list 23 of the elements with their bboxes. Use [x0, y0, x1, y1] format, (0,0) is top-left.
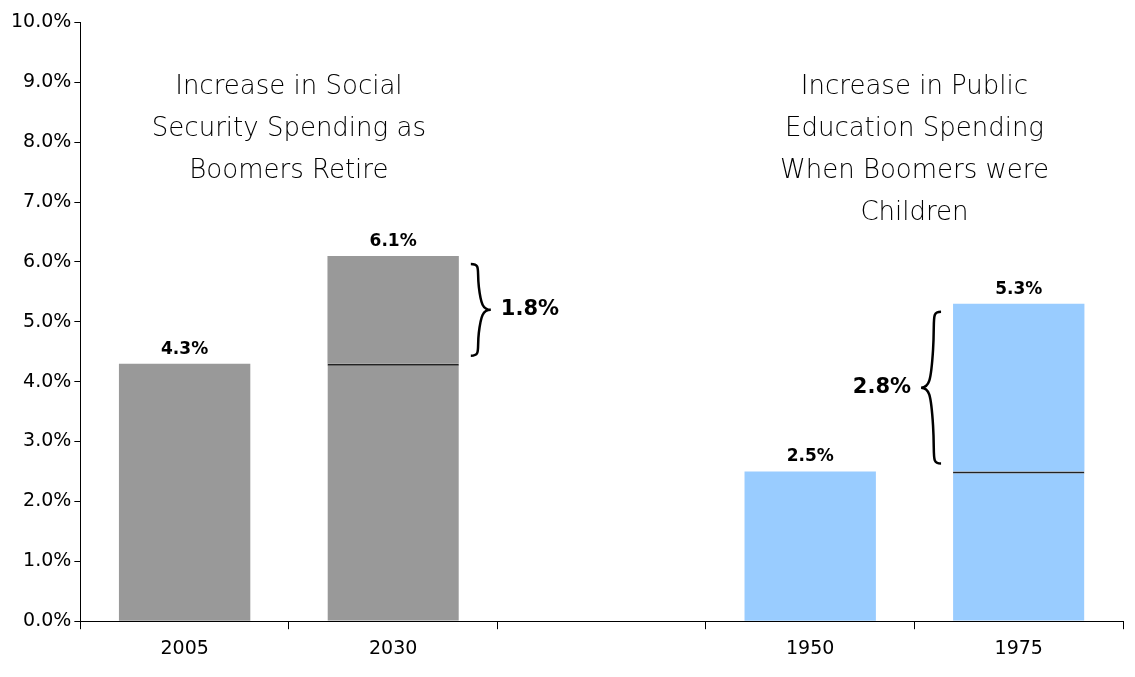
annotation: Increase in Social Security Spending as Boomers Retire	[151, 70, 426, 185]
y-tick-label: 9.0%	[23, 69, 72, 92]
x-tick-label: 1950	[786, 635, 835, 658]
total-label: 5.3%	[995, 277, 1043, 298]
y-tick-label: 0.0%	[23, 608, 72, 631]
annotation: 2.8%	[852, 374, 912, 399]
x-tick-label: 2005	[160, 635, 209, 658]
y-tick-label: 6.0%	[23, 248, 72, 271]
x-tick-label: 1975	[994, 635, 1043, 658]
y-tick-label: 5.0%	[23, 308, 72, 331]
x-tick-label: 2030	[368, 635, 418, 658]
annotation: Increase in Public Education Spending When Boomers were Children	[779, 70, 1049, 227]
total-label: 2.5%	[786, 445, 834, 466]
y-tick-label: 8.0%	[23, 129, 72, 152]
annotation: 1.8%	[500, 296, 560, 321]
y-tick-label: 1.0%	[23, 548, 72, 571]
y-tick-label: 7.0%	[23, 188, 72, 211]
y-tick-label: 2.0%	[23, 488, 72, 511]
y-tick-label: 10.0%	[11, 9, 72, 32]
total-label: 4.3%	[161, 337, 209, 358]
total-label: 6.1%	[369, 229, 417, 250]
y-tick-label: 3.0%	[23, 428, 72, 451]
y-tick-label: 4.0%	[23, 368, 72, 391]
